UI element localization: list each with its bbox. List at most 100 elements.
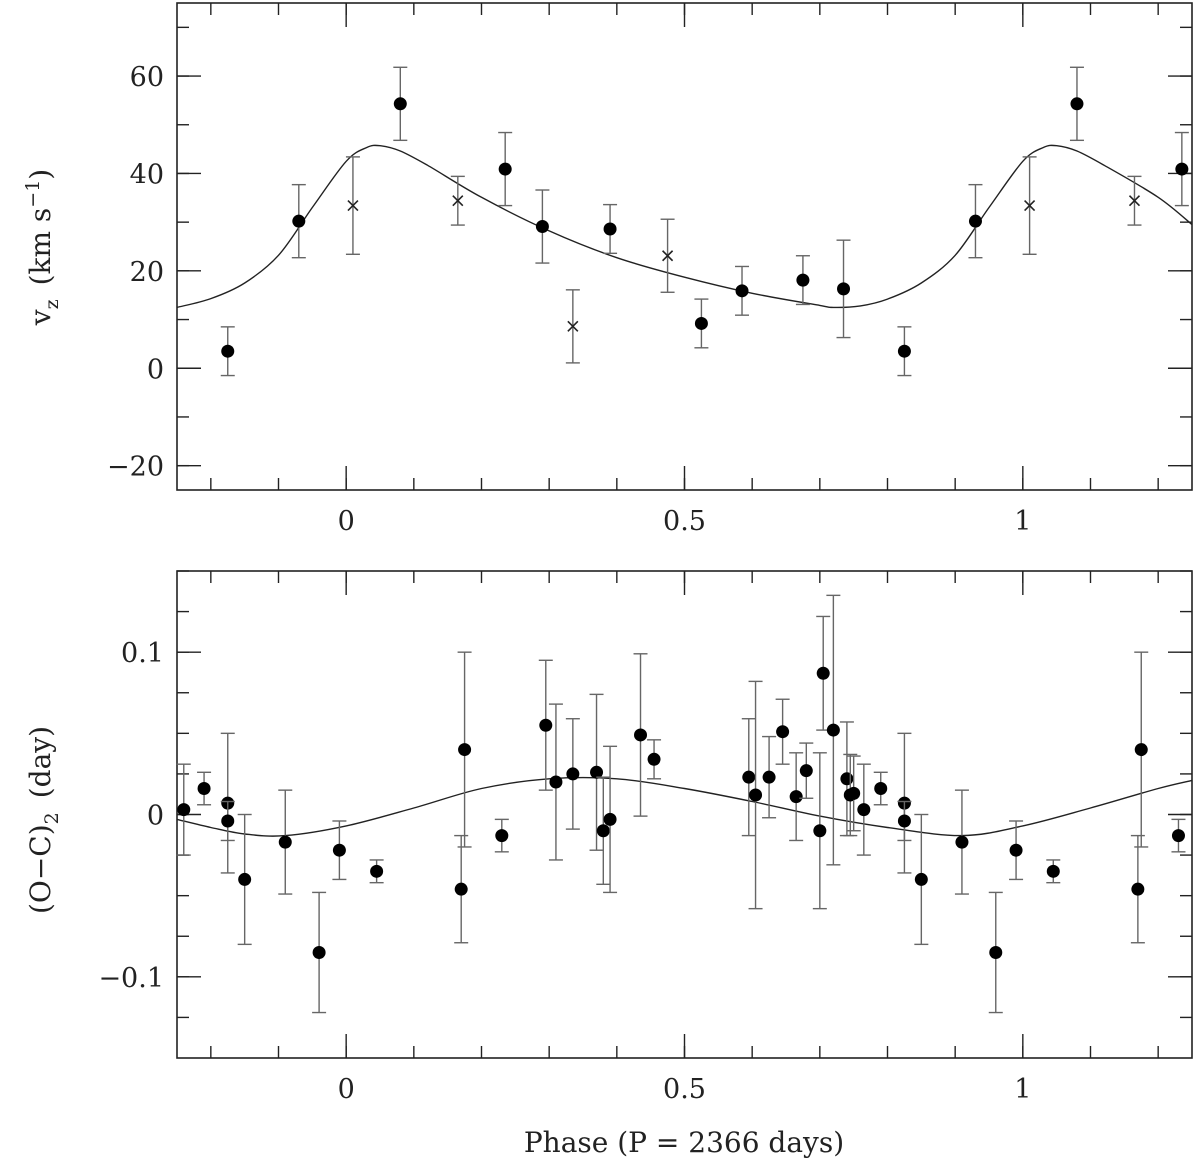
- velocity-data-point: [694, 298, 709, 349]
- oc-data-point: [812, 752, 827, 910]
- filled-marker: [857, 803, 871, 817]
- filled-marker: [694, 316, 708, 330]
- velocity-data-point: [836, 239, 851, 339]
- filled-marker: [837, 282, 851, 296]
- filled-marker: [776, 725, 790, 739]
- filled-marker: [989, 945, 1003, 959]
- velocity-data-point: [1127, 175, 1142, 226]
- velocity-axis-title-sub: z: [41, 299, 63, 309]
- oc-data-point: [856, 763, 871, 856]
- velocity-data-point: [498, 131, 513, 207]
- oc-data-point: [176, 763, 191, 856]
- oc-data-point: [548, 703, 563, 861]
- oc-data-points: [176, 594, 1186, 1014]
- filled-marker: [749, 788, 763, 802]
- velocity-data-point: [1174, 131, 1189, 207]
- filled-marker: [603, 222, 617, 236]
- filled-marker: [454, 882, 468, 896]
- filled-marker: [539, 718, 553, 732]
- x-tick-label: 0: [338, 1074, 355, 1105]
- filled-marker: [1131, 882, 1145, 896]
- filled-marker: [1009, 843, 1023, 857]
- oc-data-point: [1009, 820, 1024, 881]
- velocity-data-point: [220, 326, 235, 377]
- oc-data-point: [873, 771, 888, 806]
- oc-panel-ticks: [177, 570, 1192, 1058]
- velocity-data-point: [603, 203, 618, 255]
- y-tick-label: 40: [130, 159, 164, 190]
- velocity-data-point: [795, 255, 810, 306]
- filled-marker: [826, 723, 840, 737]
- oc-data-point: [839, 721, 854, 837]
- filled-marker: [799, 764, 813, 778]
- filled-marker: [393, 97, 407, 111]
- y-tick-label: −20: [107, 452, 164, 483]
- filled-marker: [914, 872, 928, 886]
- oc-axis-title-main: (O−C): [24, 824, 57, 914]
- oc-data-point: [454, 834, 469, 944]
- filled-marker: [813, 824, 827, 838]
- filled-marker: [370, 864, 384, 878]
- filled-marker: [968, 214, 982, 228]
- oc-data-point: [596, 776, 611, 886]
- oc-data-point: [237, 813, 252, 946]
- oc-data-point: [1134, 651, 1149, 848]
- oc-data-point: [538, 659, 553, 791]
- filled-marker: [1070, 97, 1084, 111]
- oc-data-point: [741, 718, 756, 837]
- filled-marker: [177, 803, 191, 817]
- filled-marker: [495, 829, 509, 843]
- velocity-axis-title-main: v: [24, 309, 57, 326]
- x-tick-label: 0: [338, 506, 355, 537]
- oc-data-point: [312, 891, 327, 1014]
- oc-data-point: [789, 752, 804, 842]
- oc-data-point: [457, 651, 472, 848]
- oc-data-point: [1130, 834, 1145, 944]
- filled-marker: [458, 743, 472, 757]
- filled-marker: [603, 812, 617, 826]
- velocity-data-point: [291, 183, 306, 259]
- velocity-data-point: [968, 183, 983, 259]
- cross-marker: [452, 195, 464, 207]
- oc-data-point: [897, 800, 912, 842]
- cross-marker: [1128, 195, 1141, 207]
- velocity-data-point: [535, 189, 550, 264]
- filled-marker: [955, 835, 969, 849]
- velocity-axis-title-close: ): [24, 169, 57, 180]
- oc-axis-title-sub: 2: [41, 812, 63, 824]
- oc-data-point: [633, 653, 648, 817]
- oc-data-point: [278, 789, 293, 895]
- y-tick-label: 0.1: [121, 638, 164, 669]
- oc-data-point: [954, 789, 969, 895]
- filled-marker: [796, 273, 810, 287]
- x-tick-label: 1: [1014, 1074, 1031, 1105]
- filled-marker: [596, 824, 610, 838]
- velocity-data-point: [565, 289, 580, 364]
- oc-panel-tick-labels: 0 0.5 1 −0.1 0 0.1: [98, 638, 1031, 1105]
- oc-data-point: [1046, 859, 1061, 884]
- velocity-data-point: [393, 66, 408, 142]
- y-tick-label: −0.1: [98, 963, 164, 994]
- filled-marker: [742, 770, 756, 784]
- filled-marker: [332, 843, 346, 857]
- velocity-data-points: [220, 66, 1189, 377]
- oc-data-point: [762, 735, 777, 819]
- filled-marker: [535, 220, 549, 234]
- filled-marker: [816, 666, 830, 680]
- oc-data-point: [775, 698, 790, 765]
- filled-marker: [634, 728, 648, 742]
- velocity-data-point: [1022, 156, 1037, 255]
- velocity-axis-title-units: (km s: [24, 208, 57, 286]
- x-tick-label: 0.5: [663, 1074, 706, 1105]
- velocity-data-point: [345, 156, 360, 255]
- oc-axis-title: (O−C)2 (day): [24, 726, 63, 914]
- oc-data-point: [826, 594, 841, 866]
- oc-data-point: [369, 859, 384, 884]
- oc-data-point: [565, 718, 580, 830]
- filled-marker: [647, 752, 661, 766]
- filled-marker: [897, 814, 911, 828]
- oc-data-point: [603, 745, 618, 894]
- filled-marker: [847, 786, 861, 800]
- filled-marker: [197, 782, 211, 796]
